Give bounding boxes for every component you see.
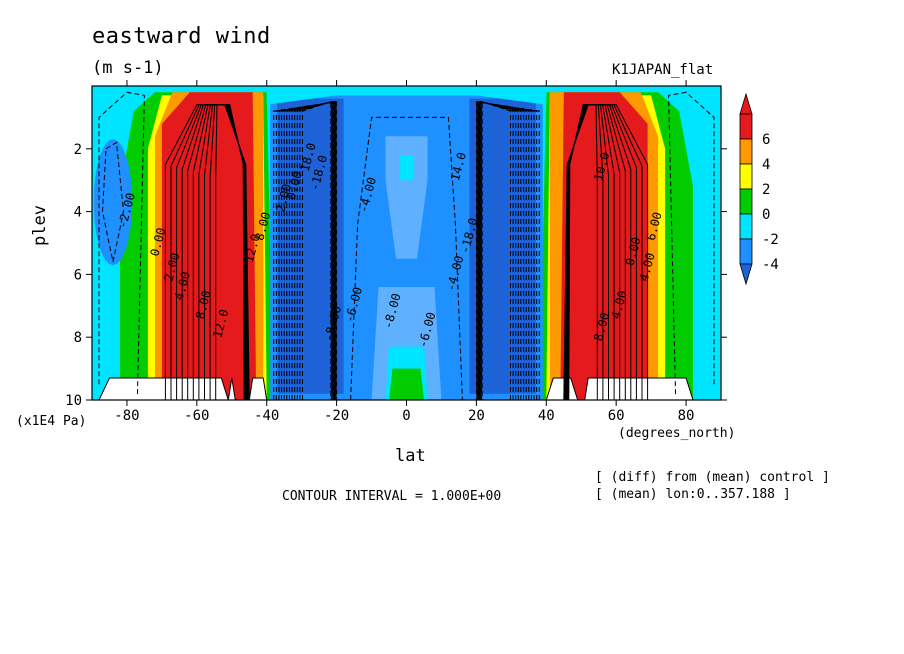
x-axis-label: lat	[395, 446, 426, 466]
colorbar-top-arrow	[739, 92, 753, 115]
colorbar-label: 0	[762, 207, 770, 223]
sh-polar-contour	[98, 91, 145, 397]
chart-title: eastward wind	[92, 24, 271, 49]
sh-easterly-contour	[288, 101, 334, 400]
sh-polar-easterly	[93, 139, 133, 265]
nh-easterly-contour	[476, 101, 538, 400]
equatorial-cyan-patch	[399, 155, 414, 181]
sh-easterly-contour	[283, 101, 335, 400]
x-tick-label: -60	[184, 408, 209, 424]
colorbar: 6 4 2 0 -2 -4	[739, 92, 779, 286]
upper-cap-cyan	[266, 86, 547, 105]
colorbar-bottom-arrow	[739, 263, 753, 286]
y-tick-label: 10	[65, 393, 82, 409]
sh-jet-contour	[215, 104, 245, 400]
surface-westerly-green	[389, 368, 424, 400]
y-tick-label: 4	[74, 205, 82, 221]
nh-easterly-contour	[481, 101, 511, 400]
x-tick-label: 0	[402, 408, 410, 424]
colorbar-label: 2	[762, 182, 770, 198]
sh-easterly-contour	[275, 101, 337, 400]
x-tick-label: -20	[324, 408, 349, 424]
sh-easterly-core	[277, 98, 344, 394]
colorbar-segment	[739, 188, 753, 215]
nh-easterly-core	[469, 98, 536, 394]
sh-easterly-contour	[299, 101, 332, 400]
colorbar-segment	[739, 213, 753, 240]
nh-easterly-contour	[478, 101, 530, 400]
axis-layer: -80 -60 -40 -20 0 20 40 60 80 2 4 6 8 10	[65, 80, 727, 424]
nh-topography-mask	[545, 377, 579, 400]
chart-units: (m s-1)	[92, 58, 164, 78]
colorbar-segment	[739, 163, 753, 190]
y-tick-label: 6	[74, 267, 82, 283]
x-axis-unit: (degrees_north)	[618, 426, 736, 441]
sh-easterly-contour	[278, 101, 337, 400]
y-tick-label: 8	[74, 330, 82, 346]
mean-note: [ (mean) lon:0..357.188 ]	[595, 487, 791, 502]
sh-topography-mask	[98, 377, 229, 400]
colorbar-label: 4	[762, 157, 770, 173]
nh-jet-contour	[568, 104, 598, 400]
colorbar-label: -2	[762, 232, 779, 248]
y-tick-label: 2	[74, 142, 82, 158]
equatorial-contour	[350, 116, 463, 400]
nh-easterly-contour	[479, 101, 525, 400]
x-tick-label: -80	[114, 408, 139, 424]
diff-note: [ (diff) from (mean) control ]	[595, 470, 830, 485]
x-tick-label: 20	[468, 408, 485, 424]
nh-easterly-contour	[476, 101, 535, 400]
colorbar-label: -4	[762, 257, 779, 273]
x-tick-label: 80	[678, 408, 695, 424]
colorbar-segment	[739, 113, 753, 140]
colorbar-segment	[739, 238, 753, 265]
colorbar-label: 6	[762, 132, 770, 148]
sh-topography-spike	[227, 377, 236, 400]
nh-topography-mask-2	[584, 377, 694, 400]
contour-interval-text: CONTOUR INTERVAL = 1.000E+00	[282, 489, 502, 504]
contour-line-layer	[98, 91, 715, 400]
run-name: K1JAPAN_flat	[612, 62, 714, 78]
x-tick-label: 60	[608, 408, 625, 424]
nh-easterly-contour	[479, 101, 522, 400]
colorbar-segment	[739, 138, 753, 165]
x-tick-label: -40	[254, 408, 279, 424]
sh-topography-mask-2	[248, 377, 268, 400]
sh-jet-core-red	[161, 92, 257, 400]
y-axis-unit: (x1E4 Pa)	[16, 414, 87, 429]
nh-polar-contour	[668, 91, 715, 397]
x-tick-label: 40	[538, 408, 555, 424]
equatorial-light	[385, 136, 428, 259]
sh-easterly-contour	[302, 101, 332, 400]
nh-easterly-contour	[481, 101, 514, 400]
sh-polar-easterly-contour	[101, 141, 125, 262]
sh-easterly-contour	[291, 101, 334, 400]
